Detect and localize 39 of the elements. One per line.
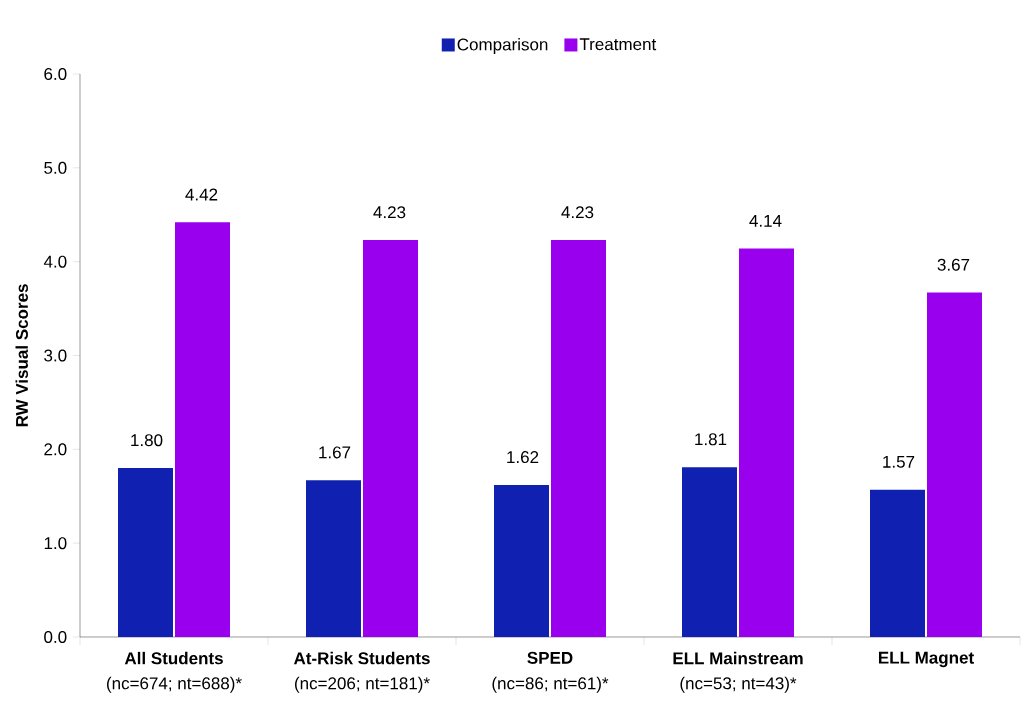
data-label: 1.80 xyxy=(131,434,163,447)
data-label: 1.62 xyxy=(507,451,539,464)
x-tick-label: All Students xyxy=(124,651,223,665)
bar xyxy=(739,248,794,637)
data-label: 4.42 xyxy=(185,188,218,201)
y-tick-label: 6.0 xyxy=(44,67,67,81)
y-axis-title: RW Visual Scores xyxy=(15,284,28,427)
data-label: 4.23 xyxy=(561,206,594,219)
data-label: 4.14 xyxy=(749,214,782,227)
bar xyxy=(494,484,549,637)
data-label: 3.67 xyxy=(937,258,970,271)
data-label: 1.81 xyxy=(695,433,727,446)
y-tick-label: 1.0 xyxy=(44,537,67,550)
y-tick-label: 0.0 xyxy=(44,630,67,644)
bar xyxy=(870,489,925,637)
text: (nc=206; nt=181)* xyxy=(295,676,430,693)
text: (nc=86; nt=61)* xyxy=(492,676,609,693)
bar xyxy=(175,222,231,637)
x-tick-label: At-Risk Students xyxy=(293,651,430,665)
bar xyxy=(682,467,737,637)
y-tick-label: 3.0 xyxy=(44,349,67,362)
data-label: 1.57 xyxy=(883,455,915,468)
text: (nc=674; nt=688)* xyxy=(107,676,242,693)
bar xyxy=(306,480,361,637)
x-tick-label: SPED xyxy=(527,651,573,664)
bar xyxy=(363,240,418,637)
y-tick-label: 2.0 xyxy=(44,443,67,456)
x-tick-label: ELL Mainstream xyxy=(673,651,803,665)
y-tick-label: 4.0 xyxy=(43,255,67,268)
bar xyxy=(551,240,606,637)
data-label: 4.23 xyxy=(373,206,406,219)
y-tick-label: 5.0 xyxy=(44,161,67,174)
bar xyxy=(118,468,174,637)
bar xyxy=(927,292,982,637)
x-tick-label: ELL Magnet xyxy=(878,651,974,668)
legend-label: Treatment xyxy=(579,38,657,51)
text: (nc=53; nt=43)* xyxy=(680,676,797,693)
legend-label: Comparison xyxy=(457,38,548,54)
data-label: 1.67 xyxy=(319,446,351,459)
